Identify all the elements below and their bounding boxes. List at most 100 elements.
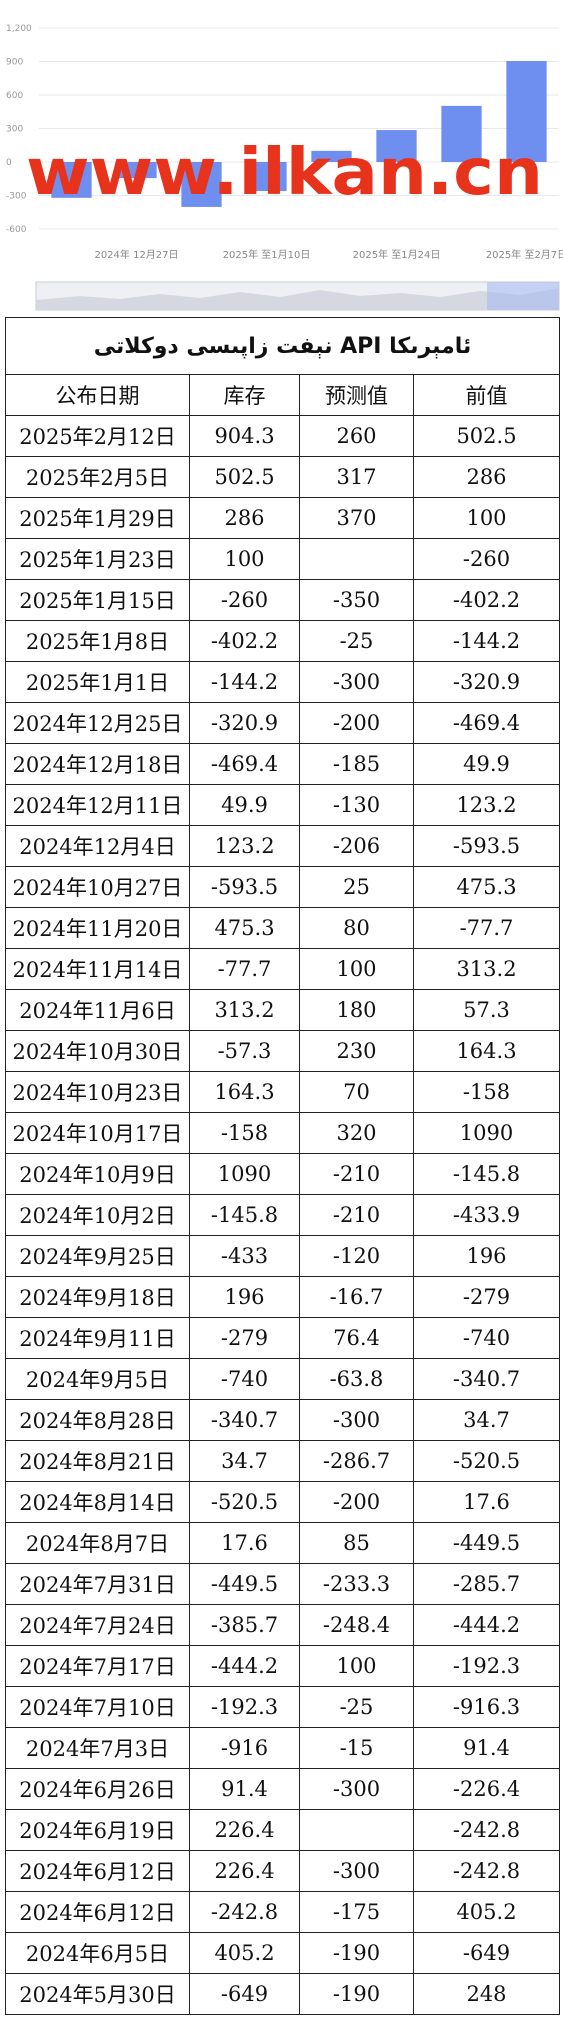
table-row: 2025年1月15日 -260 -350 -402.2 <box>5 579 560 621</box>
data-table: ئامېرىكا API نېفت زاپىسى دوكلاتى 公布日期 库存预… <box>5 317 560 2015</box>
table-cell: 2024年11月20日 <box>5 907 190 949</box>
table-cell: 2024年10月2日 <box>5 1194 190 1236</box>
table-cell: 2024年8月21日 <box>5 1440 190 1482</box>
table-cell: 313.2 <box>189 989 300 1031</box>
table-cell: 1090 <box>189 1153 300 1195</box>
table-cell: 196 <box>413 1235 560 1277</box>
table-cell: -279 <box>413 1276 560 1318</box>
table-row: 2024年7月3日 -916 -15 91.4 <box>5 1727 560 1769</box>
table-cell: 2024年8月7日 <box>5 1522 190 1564</box>
table-row: 2024年10月30日 -57.3 230 164.3 <box>5 1030 560 1072</box>
watermark: www.ilkan.cn <box>26 136 543 210</box>
table-cell: -279 <box>189 1317 300 1359</box>
table-cell: 2025年1月1日 <box>5 661 190 703</box>
table-cell: 2024年6月19日 <box>5 1809 190 1851</box>
table-cell: -300 <box>299 1850 414 1892</box>
header-row: 公布日期 库存 预测值 前值 <box>5 374 560 416</box>
table-cell: 2024年6月12日 <box>5 1850 190 1892</box>
table-cell: 2024年7月24日 <box>5 1604 190 1646</box>
table-cell: 286 <box>189 497 300 539</box>
bar <box>181 162 222 207</box>
table-cell: 49.9 <box>189 784 300 826</box>
table-cell: 2024年8月28日 <box>5 1399 190 1441</box>
table-cell: -226.4 <box>413 1768 560 1810</box>
table-cell: -340.7 <box>189 1399 300 1441</box>
table-cell: 226.4 <box>189 1809 300 1851</box>
table-cell: -248.4 <box>299 1604 414 1646</box>
y-tick-label: -600 <box>6 225 27 235</box>
table-cell: -469.4 <box>189 743 300 785</box>
table-row: 2024年9月5日 -740 -63.8 -340.7 <box>5 1358 560 1400</box>
y-tick-label: -300 <box>6 192 27 202</box>
table-row: 2024年6月26日 91.4 -300 -226.4 <box>5 1768 560 1810</box>
table-row: 2024年6月5日 405.2 -190 -649 <box>5 1932 560 1974</box>
table-cell: 405.2 <box>189 1932 300 1974</box>
table-cell: 2024年10月30日 <box>5 1030 190 1072</box>
table-cell: 2025年1月23日 <box>5 538 190 580</box>
table-row: 2024年10月27日 -593.5 25 475.3 <box>5 866 560 908</box>
table-cell: 100 <box>189 538 300 580</box>
table-cell: -300 <box>299 1768 414 1810</box>
table-cell: -144.2 <box>413 620 560 662</box>
y-tick-label: 600 <box>6 91 23 101</box>
table-row: 2024年12月25日 -320.9 -200 -469.4 <box>5 702 560 744</box>
table-cell: 2024年12月4日 <box>5 825 190 867</box>
table-cell: -190 <box>299 1973 414 2015</box>
table-cell: 34.7 <box>189 1440 300 1482</box>
table-cell: 2024年6月5日 <box>5 1932 190 1974</box>
table-cell: -185 <box>299 743 414 785</box>
table-cell: -444.2 <box>413 1604 560 1646</box>
table-cell: 2024年12月11日 <box>5 784 190 826</box>
table-cell: -285.7 <box>413 1563 560 1605</box>
table-cell: 100 <box>299 1645 414 1687</box>
table-cell: -469.4 <box>413 702 560 744</box>
table-cell: 预测值 <box>299 374 414 416</box>
table-row: 2024年8月28日 -340.7 -300 34.7 <box>5 1399 560 1441</box>
table-cell: 91.4 <box>189 1768 300 1810</box>
table-cell: -433.9 <box>413 1194 560 1236</box>
table-cell: -649 <box>189 1973 300 2015</box>
table-row: 2024年11月20日 475.3 80 -77.7 <box>5 907 560 949</box>
table-cell: 2024年9月25日 <box>5 1235 190 1277</box>
table-row: 2024年10月17日 -158 320 1090 <box>5 1112 560 1154</box>
table-cell: 123.2 <box>413 784 560 826</box>
table-row: 2024年6月19日 226.4 -242.8 <box>5 1809 560 1851</box>
table-cell: 80 <box>299 907 414 949</box>
table-cell: 286 <box>413 456 560 498</box>
table-cell: 2024年6月26日 <box>5 1768 190 1810</box>
table-cell <box>299 1809 414 1851</box>
table-cell: 2024年10月23日 <box>5 1071 190 1113</box>
x-tick-label: 2024年 12月27日 <box>94 248 178 261</box>
table-cell: 196 <box>189 1276 300 1318</box>
table-cell: 25 <box>299 866 414 908</box>
table-cell: 405.2 <box>413 1891 560 1933</box>
table-row: 2024年7月31日 -449.5 -233.3 -285.7 <box>5 1563 560 1605</box>
slider-window[interactable] <box>487 282 559 310</box>
table-cell: -15 <box>299 1727 414 1769</box>
table-cell: 2024年6月12日 <box>5 1891 190 1933</box>
table-cell: 2025年1月8日 <box>5 620 190 662</box>
table-cell: 313.2 <box>413 948 560 990</box>
table-cell: 17.6 <box>189 1522 300 1564</box>
table-cell: -593.5 <box>189 866 300 908</box>
table-row: 2024年12月4日 123.2 -206 -593.5 <box>5 825 560 867</box>
table-cell: 475.3 <box>413 866 560 908</box>
table-cell: 502.5 <box>413 415 560 457</box>
table-cell: -16.7 <box>299 1276 414 1318</box>
table-cell: 70 <box>299 1071 414 1113</box>
bar <box>376 130 417 162</box>
bar <box>51 162 92 198</box>
bar <box>116 162 157 179</box>
table-row: 2025年2月12日 904.3 260 502.5 <box>5 415 560 457</box>
table-cell: 100 <box>413 497 560 539</box>
table-cell: 91.4 <box>413 1727 560 1769</box>
table-cell: -433 <box>189 1235 300 1277</box>
table-cell: -77.7 <box>189 948 300 990</box>
table-cell: 2024年12月18日 <box>5 743 190 785</box>
table-cell: 904.3 <box>189 415 300 457</box>
table-cell: 2024年9月18日 <box>5 1276 190 1318</box>
table-cell: -520.5 <box>189 1481 300 1523</box>
table-cell: -300 <box>299 1399 414 1441</box>
table-cell: -206 <box>299 825 414 867</box>
table-cell: -340.7 <box>413 1358 560 1400</box>
